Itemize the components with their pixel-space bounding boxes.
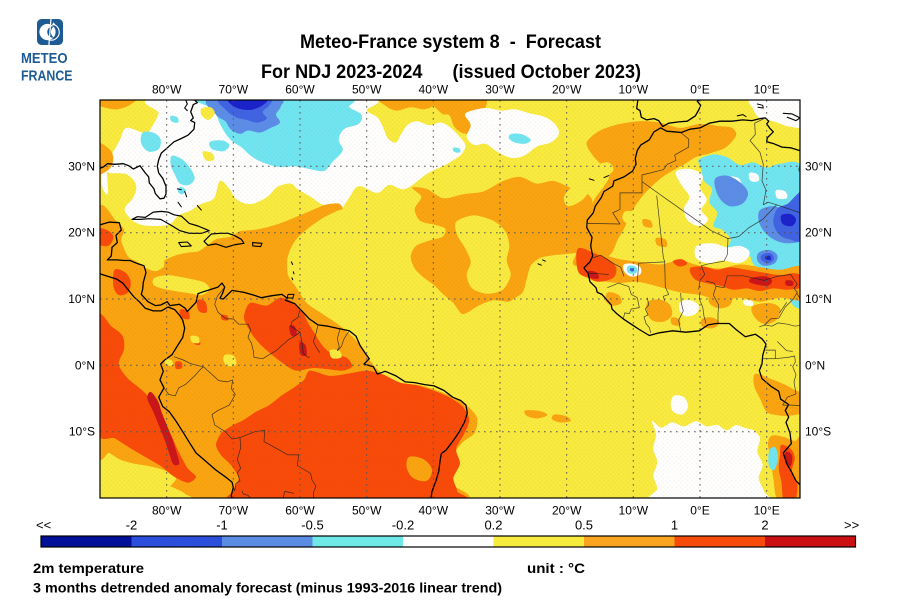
svg-text:20°W: 20°W: [552, 504, 582, 518]
svg-text:30°W: 30°W: [485, 83, 515, 97]
svg-text:60°W: 60°W: [285, 504, 315, 518]
svg-text:50°W: 50°W: [352, 83, 382, 97]
svg-text:10°W: 10°W: [619, 504, 649, 518]
svg-text:10°E: 10°E: [754, 83, 780, 97]
svg-text:10°N: 10°N: [68, 292, 95, 306]
svg-text:30°N: 30°N: [68, 159, 95, 173]
svg-text:30°W: 30°W: [485, 504, 515, 518]
svg-text:10°E: 10°E: [754, 504, 780, 518]
svg-text:>>: >>: [844, 518, 859, 533]
svg-text:3 months detrended anomaly for: 3 months detrended anomaly forecast (min…: [33, 581, 502, 596]
svg-text:70°W: 70°W: [219, 504, 249, 518]
svg-text:2m temperature: 2m temperature: [33, 561, 145, 576]
svg-text:FRANCE: FRANCE: [21, 68, 73, 85]
svg-text:10°S: 10°S: [805, 425, 831, 439]
svg-text:60°W: 60°W: [285, 83, 315, 97]
svg-text:80°W: 80°W: [152, 83, 182, 97]
svg-text:For NDJ 2023-2024 (issued: For NDJ 2023-2024 (issued October 2023): [261, 61, 641, 83]
svg-text:2: 2: [761, 518, 768, 533]
svg-text:0°E: 0°E: [690, 504, 709, 518]
svg-text:0°N: 0°N: [75, 358, 95, 372]
svg-text:-0.2: -0.2: [392, 518, 414, 533]
svg-text:30°N: 30°N: [805, 159, 832, 173]
svg-text:20°N: 20°N: [68, 226, 95, 240]
svg-text:1: 1: [671, 518, 678, 533]
svg-text:0.5: 0.5: [575, 518, 593, 533]
svg-text:40°W: 40°W: [419, 83, 449, 97]
svg-text:10°W: 10°W: [619, 83, 649, 97]
svg-text:0.2: 0.2: [484, 518, 502, 533]
svg-text:50°W: 50°W: [352, 504, 382, 518]
svg-text:40°W: 40°W: [419, 504, 449, 518]
svg-text:10°S: 10°S: [69, 425, 95, 439]
svg-text:20°W: 20°W: [552, 83, 582, 97]
svg-text:-2: -2: [126, 518, 138, 533]
svg-text:0°N: 0°N: [805, 358, 825, 372]
svg-text:-0.5: -0.5: [301, 518, 323, 533]
svg-text:-1: -1: [216, 518, 228, 533]
svg-text:METEO: METEO: [21, 50, 68, 67]
svg-text:10°N: 10°N: [805, 292, 832, 306]
svg-text:unit : °C: unit : °C: [527, 561, 585, 576]
svg-text:70°W: 70°W: [219, 83, 249, 97]
svg-text:20°N: 20°N: [805, 226, 832, 240]
svg-text:<<: <<: [36, 518, 51, 533]
svg-text:80°W: 80°W: [152, 504, 182, 518]
svg-text:Meteo-France system 8 - Fore: Meteo-France system 8 - Forecast: [300, 31, 601, 53]
svg-text:0°E: 0°E: [690, 83, 709, 97]
